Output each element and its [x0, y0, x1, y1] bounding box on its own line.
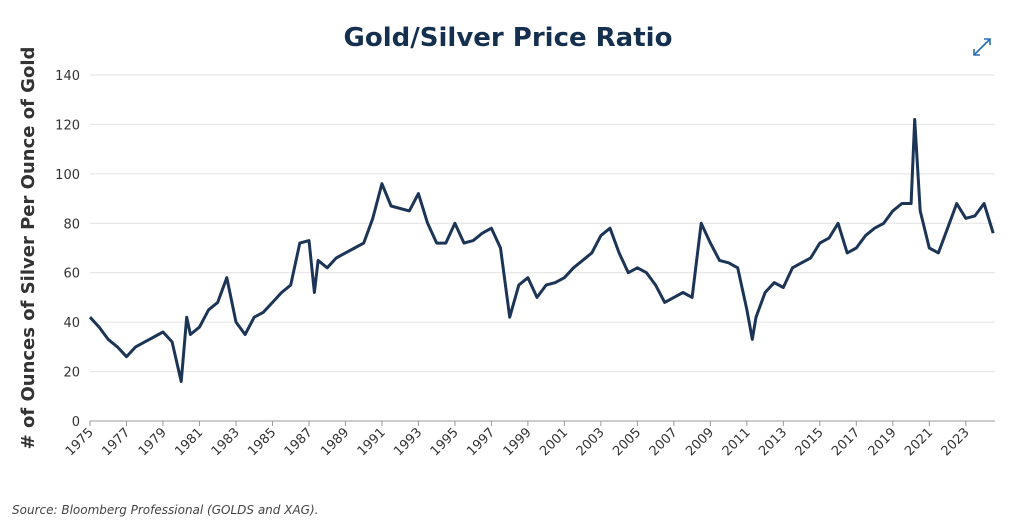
x-tick-label: 1995 [428, 425, 462, 459]
y-tick-label: 120 [55, 118, 80, 133]
y-axis-label: # of Ounces of Silver Per Ounce of Gold [18, 47, 39, 450]
line-series [88, 118, 995, 383]
expand-icon[interactable] [973, 38, 991, 56]
x-tick-label: 1985 [245, 425, 279, 459]
y-tick-label: 20 [63, 366, 80, 381]
x-tick-label: 2005 [610, 425, 644, 459]
y-tick-label: 40 [63, 316, 80, 331]
x-tick-label: 2017 [829, 425, 863, 459]
y-tick-label: 140 [55, 69, 80, 84]
x-tick-label: 2009 [683, 425, 717, 459]
y-tick-label: 80 [63, 217, 80, 232]
x-tick-label: 2007 [647, 425, 681, 459]
x-tick-label: 1993 [391, 425, 425, 459]
x-tick-label: 1999 [501, 425, 535, 459]
x-tick-label: 2011 [720, 425, 754, 459]
x-tick-label: 2021 [902, 425, 936, 459]
x-tick-label: 2015 [793, 425, 827, 459]
x-tick-label: 1997 [464, 425, 498, 459]
x-tick-label: 2001 [537, 425, 571, 459]
x-tick-label: 2023 [939, 425, 973, 459]
chart-title: Gold/Silver Price Ratio [344, 23, 673, 53]
x-tick-label: 1975 [63, 425, 97, 459]
x-tick-label: 1987 [282, 425, 316, 459]
x-tick-label: 1989 [318, 425, 352, 459]
x-tick-label: 1983 [209, 425, 243, 459]
x-tick-label: 1979 [136, 425, 170, 459]
x-tick-label: 2003 [574, 425, 608, 459]
y-tick-label: 0 [72, 415, 80, 430]
y-tick-label: 100 [55, 168, 80, 183]
x-tick-label: 1977 [99, 425, 133, 459]
x-tick-label: 1991 [355, 425, 389, 459]
x-tick-label: 2013 [756, 425, 790, 459]
x-tick-label: 1981 [172, 425, 206, 459]
source-note: Source: Bloomberg Professional (GOLDS an… [12, 503, 318, 517]
y-tick-label: 60 [63, 267, 80, 282]
x-tick-label: 2019 [866, 425, 900, 459]
